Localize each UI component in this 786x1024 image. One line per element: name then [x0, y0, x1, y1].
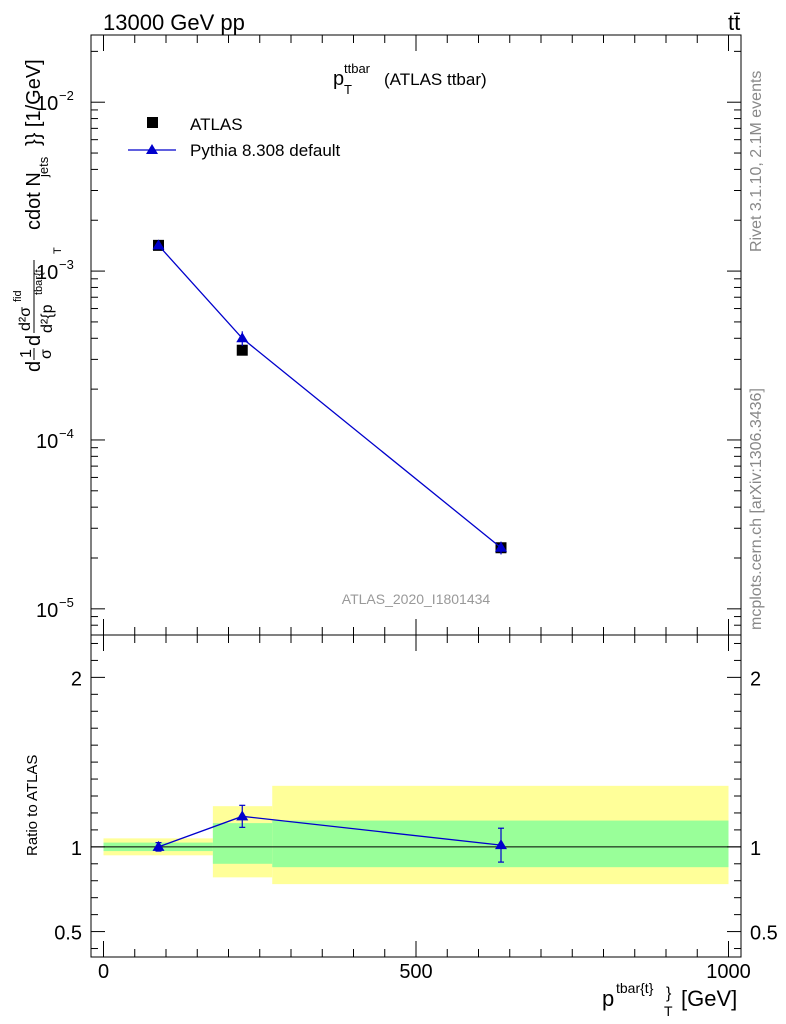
ratio-tick-label-left: 0.5: [54, 923, 82, 945]
svg-text:d: d: [23, 361, 45, 372]
ratio-inner-band: [212, 823, 273, 864]
ratio-point: [495, 839, 507, 850]
y-tick-label-exp: −5: [59, 595, 74, 610]
header-process: tt̄: [728, 10, 740, 35]
svg-text:T: T: [664, 1003, 673, 1019]
svg-text:jets: jets: [36, 156, 51, 178]
svg-text:p: p: [602, 986, 614, 1011]
main-panel-frame: [90, 34, 742, 636]
title-sub: T: [344, 82, 352, 97]
x-axis: 0 500 1000: [98, 35, 751, 983]
y-tick-label: 10: [36, 262, 58, 284]
y-tick-label: 10: [36, 93, 58, 115]
legend: ATLAS Pythia 8.308 default: [128, 115, 341, 160]
svg-text:tbar{t: tbar{t: [33, 269, 45, 295]
header-energy: 13000 GeV pp: [103, 10, 245, 35]
svg-text:d²σ: d²σ: [17, 307, 34, 331]
svg-text:}} [1/GeV]: }} [1/GeV]: [23, 59, 45, 146]
ratio-y-axis-label: Ratio to ATLAS: [24, 755, 41, 856]
legend-marker-pythia: [146, 144, 158, 154]
legend-label-atlas: ATLAS: [190, 115, 243, 134]
ratio-tick-label-left: 1: [71, 838, 82, 860]
svg-text:fid: fid: [12, 290, 24, 302]
svg-text:cdot N: cdot N: [23, 172, 45, 230]
y-tick-label-exp: −4: [59, 426, 74, 441]
analysis-id: ATLAS_2020_I1801434: [342, 591, 491, 607]
pythia-point: [152, 239, 165, 250]
svg-text:tbar{t}: tbar{t}: [616, 980, 654, 996]
svg-text:T: T: [52, 247, 64, 254]
pythia-line: [158, 244, 502, 549]
rivet-version-label: Rivet 3.1.10, 2.1M events: [748, 70, 765, 252]
svg-text:1: 1: [18, 349, 35, 358]
ratio-y-axis: 0.5 0.5 1 1 2 2: [54, 642, 778, 950]
ratio-bands: [91, 785, 741, 885]
ratio-point: [152, 840, 165, 851]
title-sup: ttbar: [344, 61, 371, 76]
legend-label-pythia: Pythia 8.308 default: [190, 141, 341, 160]
ratio-series: [152, 804, 507, 863]
main-series: [152, 239, 507, 555]
x-axis-label: p tbar{t} } T [GeV]: [602, 980, 737, 1019]
svg-text:d: d: [23, 335, 45, 346]
ratio-tick-label-left: 2: [71, 668, 82, 690]
title-tail: (ATLAS ttbar): [384, 70, 487, 89]
legend-marker-atlas: [147, 117, 158, 128]
ratio-tick-label-right: 0.5: [750, 923, 778, 945]
ratio-point: [236, 810, 249, 821]
y-tick-label-exp: −3: [59, 257, 74, 272]
ratio-tick-label-right: 2: [750, 668, 761, 690]
main-y-axis: 10−510−410−310−2: [36, 50, 741, 636]
svg-text:σ: σ: [38, 349, 55, 359]
atlas-point: [236, 344, 248, 356]
pythia-point: [236, 332, 249, 343]
x-tick-label: 500: [399, 961, 432, 983]
y-tick-label: 10: [36, 600, 58, 622]
panel-title: p ttbar T (ATLAS ttbar): [333, 61, 487, 97]
svg-text:d²{p: d²{p: [39, 304, 56, 333]
y-tick-label-exp: −2: [59, 88, 74, 103]
svg-text:}: }: [666, 985, 672, 1002]
svg-text:[GeV]: [GeV]: [681, 986, 737, 1011]
mcplots-label: mcplots.cern.ch [arXiv:1306.3436]: [748, 388, 765, 630]
y-tick-label: 10: [36, 431, 58, 453]
pythia-point: [495, 541, 507, 552]
y-axis-label: d 1 σ d d²σ fid d²{p tbar{t T cdot N jet…: [12, 59, 64, 372]
title-main: p: [333, 68, 344, 90]
x-tick-label: 1000: [706, 961, 751, 983]
x-tick-label: 0: [98, 961, 109, 983]
ratio-tick-label-right: 1: [750, 838, 761, 860]
